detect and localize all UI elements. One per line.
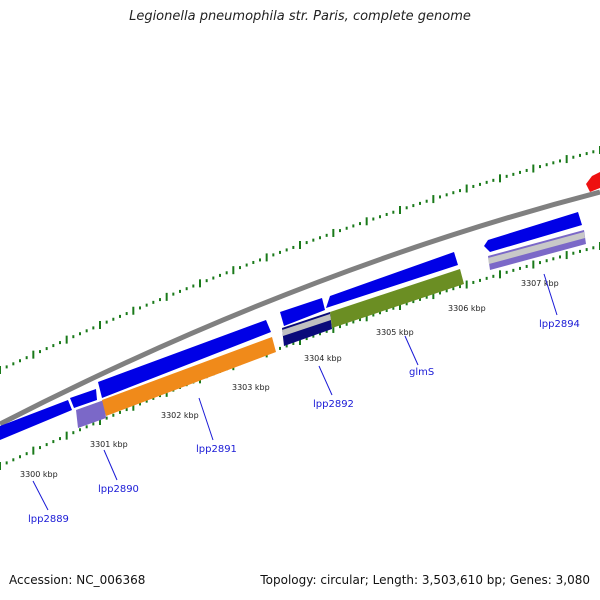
gene-arrow-glmS[interactable] [326,252,458,308]
gene-arrow-lpp2894[interactable] [484,212,582,252]
outer-tick-marks [0,146,600,374]
connector-glmS [404,335,419,366]
gene-label-lpp2894[interactable]: lpp2894 [539,319,580,330]
gene-bar-lpp2892-light [282,314,331,336]
accession-text: Accession: NC_006368 [9,573,146,587]
inner-tick-marks [0,242,600,470]
gene-bar-lpp2890[interactable] [76,400,106,428]
connector-lpp2892 [318,365,333,396]
gene-arrow-lpp2892[interactable] [280,298,325,326]
connector-lpp2889 [32,480,49,511]
kbp-label-3305: 3305 kbp [376,328,414,337]
map-title: Legionella pneumophila str. Paris, compl… [129,9,471,24]
gene-bar-lpp2894-light [488,232,585,264]
kbp-label-3307: 3307 kbp [521,279,559,288]
connector-lpp2894 [543,273,558,316]
kbp-label-3306: 3306 kbp [448,304,486,313]
gene-arrow-lpp2890[interactable] [70,389,97,408]
gene-label-lpp2889[interactable]: lpp2889 [28,514,69,525]
connector-lpp2890 [103,449,118,481]
gene-bar-lpp2891[interactable] [102,337,276,416]
kbp-label-3300: 3300 kbp [20,470,58,479]
gene-label-lpp2890[interactable]: lpp2890 [98,484,139,495]
kbp-label-3303: 3303 kbp [232,383,270,392]
gene-arrow-lpp2889[interactable] [0,400,72,440]
kbp-label-3304: 3304 kbp [304,354,342,363]
genome-backbone [0,189,600,427]
kbp-label-3301: 3301 kbp [90,440,128,449]
gene-arrow-lpp2891[interactable] [98,320,271,398]
connector-lpp2891 [198,397,214,441]
gene-label-lpp2891[interactable]: lpp2891 [196,444,237,455]
top-feature-arrow[interactable] [586,172,600,192]
gene-bar-glmS[interactable] [330,269,464,328]
gene-label-glmS[interactable]: glmS [409,367,434,378]
gene-label-lpp2892[interactable]: lpp2892 [313,399,354,410]
genome-summary: Topology: circular; Length: 3,503,610 bp… [260,573,590,587]
kbp-label-3302: 3302 kbp [161,411,199,420]
